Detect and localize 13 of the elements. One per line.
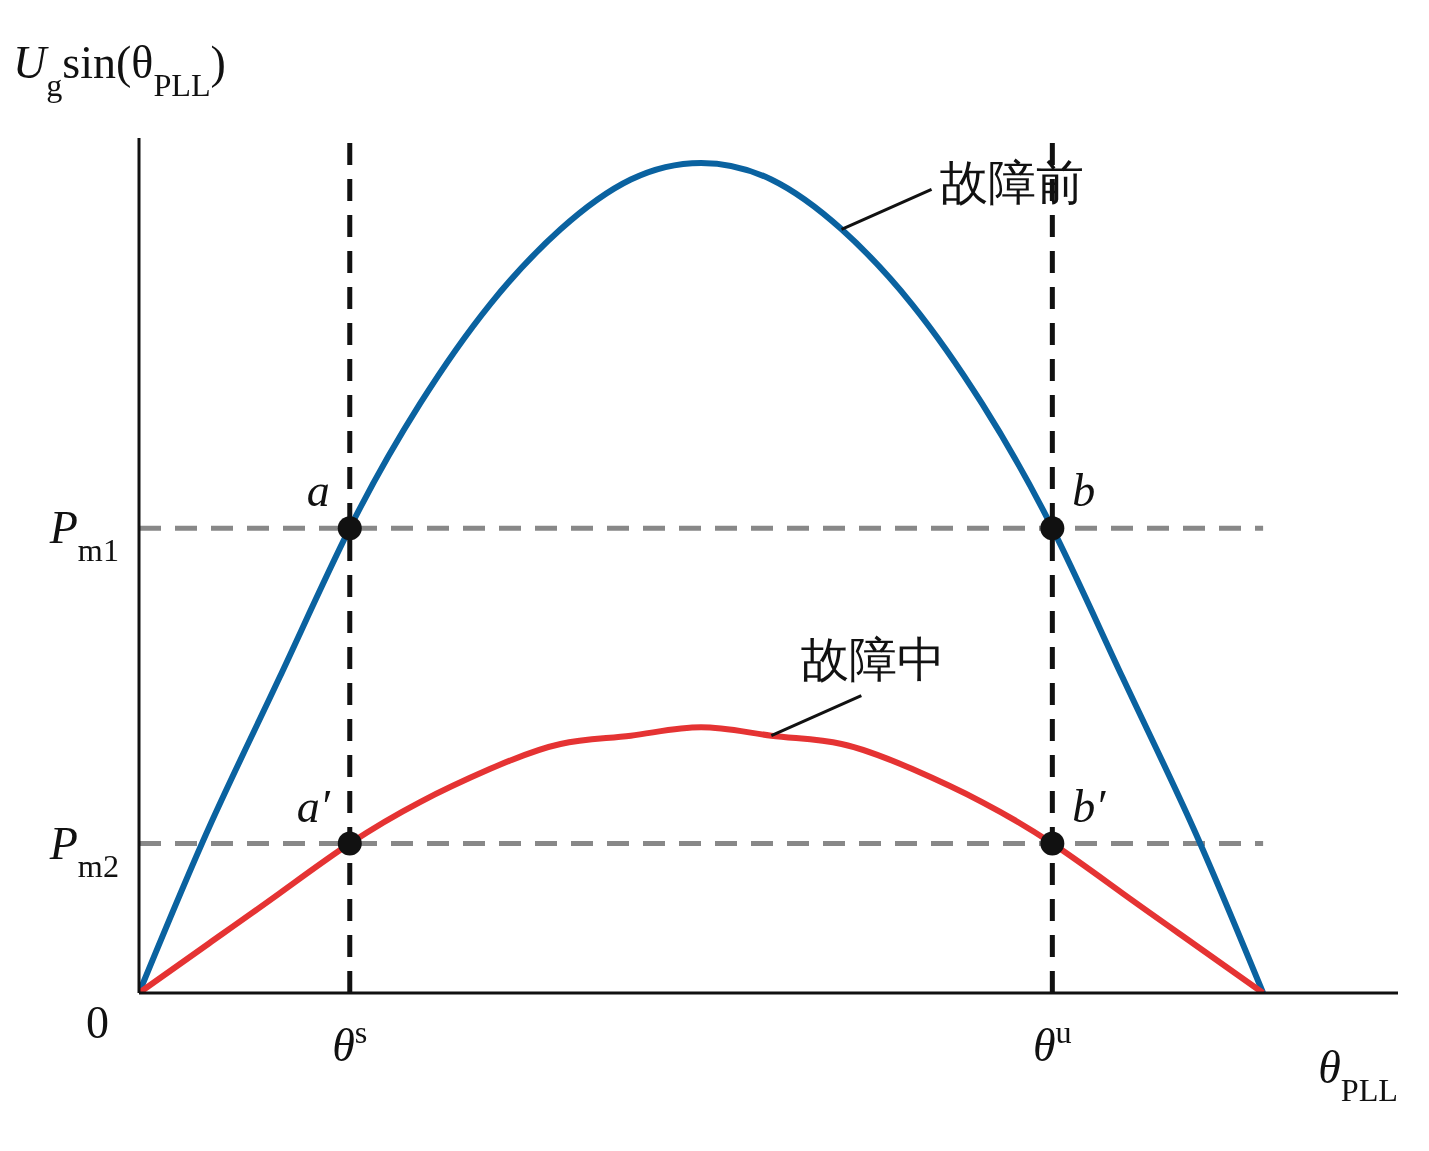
series-label: 故障中 xyxy=(801,630,946,687)
text: 0 xyxy=(86,997,109,1048)
annotation: b′ xyxy=(1072,780,1107,832)
ref-line-label: P$_{m2}$ xyxy=(48,817,119,884)
x-tick-label: θ$^{u}$ xyxy=(1032,1014,1072,1071)
series-label: 故障前 xyxy=(939,154,1084,211)
annotation: a′ xyxy=(296,780,331,832)
x-tick-label: θ$^{s}$ xyxy=(332,1014,368,1071)
annotation: b xyxy=(1072,465,1096,517)
annotation: a xyxy=(306,465,330,517)
ref-line-label: P$_{m1}$ xyxy=(48,502,119,569)
y-axis-title: U$_{g}$sin(θ$_{PLL}$) xyxy=(13,37,226,103)
x-axis-title: θ$_{PLL}$ xyxy=(1318,1042,1398,1108)
